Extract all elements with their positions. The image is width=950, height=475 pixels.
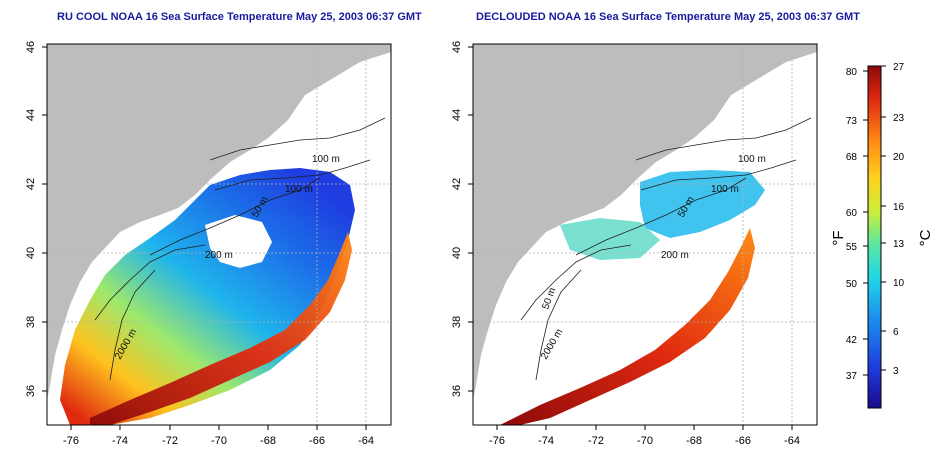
celsius-tick-label: 20 bbox=[893, 152, 905, 163]
fahrenheit-tick-label: 37 bbox=[846, 371, 858, 382]
lon-tick-label: -70 bbox=[637, 435, 653, 447]
right-map-panel: 100 m 100 m 50 m 200 m 50 m 2000 m -76 -… bbox=[451, 41, 818, 447]
right-lon-ticks: -76 -74 -72 -70 -68 -66 -64 bbox=[489, 435, 800, 447]
lat-tick-label: 38 bbox=[451, 316, 463, 328]
lat-tick-label: 36 bbox=[451, 385, 463, 397]
lon-tick-label: -68 bbox=[686, 435, 702, 447]
lon-tick-label: -72 bbox=[588, 435, 604, 447]
sst-field bbox=[640, 170, 765, 238]
contour-label: 100 m bbox=[312, 154, 340, 165]
contour-label: 200 m bbox=[205, 250, 233, 261]
sst-field bbox=[60, 168, 355, 425]
bathymetry-contours bbox=[520, 117, 812, 381]
contour-label: 100 m bbox=[738, 154, 766, 165]
fahrenheit-tick-label: 55 bbox=[846, 242, 858, 253]
celsius-tick-label: 23 bbox=[893, 113, 905, 124]
lon-tick-label: -70 bbox=[211, 435, 227, 447]
left-lat-ticks: 36 38 40 42 44 46 bbox=[25, 41, 37, 397]
lat-tick-label: 40 bbox=[451, 247, 463, 259]
lat-tick-label: 40 bbox=[25, 247, 37, 259]
bathymetry-contours bbox=[94, 117, 386, 381]
lon-tick-label: -76 bbox=[489, 435, 505, 447]
lat-tick-label: 46 bbox=[451, 41, 463, 53]
right-ticks bbox=[468, 46, 793, 430]
fahrenheit-unit-label: °F bbox=[830, 230, 847, 245]
right-lat-ticks: 36 38 40 42 44 46 bbox=[451, 41, 463, 397]
fahrenheit-tick-label: 50 bbox=[846, 279, 858, 290]
fahrenheit-tick-label: 73 bbox=[846, 116, 858, 127]
lat-tick-label: 36 bbox=[25, 385, 37, 397]
cloud-mask bbox=[205, 215, 272, 268]
colorbar-gradient bbox=[867, 65, 882, 409]
lon-tick-label: -64 bbox=[358, 435, 374, 447]
lon-tick-label: -72 bbox=[162, 435, 178, 447]
lat-tick-label: 42 bbox=[451, 178, 463, 190]
lon-tick-label: -68 bbox=[260, 435, 276, 447]
lat-tick-label: 42 bbox=[25, 178, 37, 190]
celsius-tick-label: 3 bbox=[893, 366, 899, 377]
lat-tick-label: 38 bbox=[25, 316, 37, 328]
fahrenheit-ticks: 80 73 68 60 55 50 42 37 bbox=[846, 67, 858, 382]
celsius-tick-label: 27 bbox=[893, 62, 905, 73]
land-mass bbox=[47, 44, 391, 400]
lat-tick-label: 44 bbox=[451, 109, 463, 121]
left-map-panel: 100 m 100 m 50 m 200 m 2000 m -76 -74 -7… bbox=[25, 41, 392, 447]
celsius-tick-label: 6 bbox=[893, 327, 899, 338]
left-ticks bbox=[42, 46, 367, 430]
celsius-ticks: 27 23 20 16 13 10 6 3 bbox=[893, 62, 905, 377]
colorbar: 80 73 68 60 55 50 42 37 27 23 20 16 13 1… bbox=[830, 62, 934, 409]
contour-label: 100 m bbox=[285, 184, 313, 195]
gulf-stream bbox=[90, 232, 352, 425]
lat-tick-label: 44 bbox=[25, 109, 37, 121]
left-lon-ticks: -76 -74 -72 -70 -68 -66 -64 bbox=[63, 435, 374, 447]
lon-tick-label: -66 bbox=[735, 435, 751, 447]
lon-tick-label: -64 bbox=[784, 435, 800, 447]
celsius-tick-label: 16 bbox=[893, 202, 905, 213]
fahrenheit-tick-label: 60 bbox=[846, 208, 858, 219]
grid-lines bbox=[473, 44, 817, 425]
grid-lines bbox=[47, 44, 391, 425]
fahrenheit-tick-label: 42 bbox=[846, 335, 858, 346]
left-map-title: RU COOL NOAA 16 Sea Surface Temperature … bbox=[57, 11, 422, 23]
land-mass bbox=[473, 44, 817, 400]
fahrenheit-tick-label: 68 bbox=[846, 152, 858, 163]
celsius-tick-label: 10 bbox=[893, 278, 905, 289]
lon-tick-label: -74 bbox=[538, 435, 554, 447]
celsius-unit-label: °C bbox=[917, 229, 934, 246]
contour-label: 200 m bbox=[661, 250, 689, 261]
celsius-tick-label: 13 bbox=[893, 239, 905, 250]
colorbar-ticks bbox=[863, 65, 886, 376]
lat-tick-label: 46 bbox=[25, 41, 37, 53]
right-map-title: DECLOUDED NOAA 16 Sea Surface Temperatur… bbox=[476, 11, 860, 23]
lon-tick-label: -66 bbox=[309, 435, 325, 447]
lon-tick-label: -74 bbox=[112, 435, 128, 447]
fahrenheit-tick-label: 80 bbox=[846, 67, 858, 78]
lon-tick-label: -76 bbox=[63, 435, 79, 447]
contour-label: 100 m bbox=[711, 184, 739, 195]
gulf-stream bbox=[500, 228, 755, 425]
